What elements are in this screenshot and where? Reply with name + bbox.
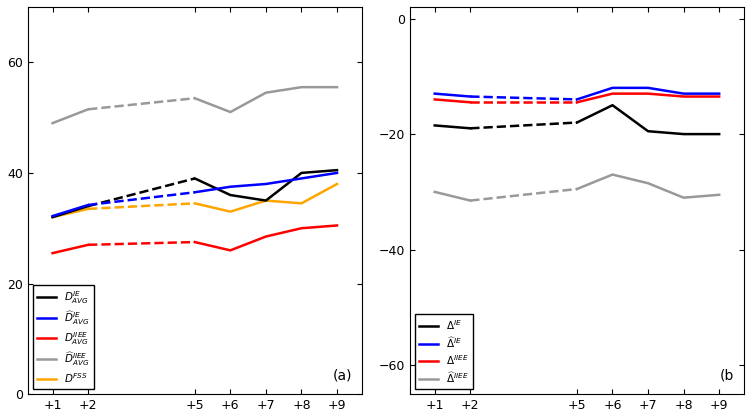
$\widehat{\Delta}^{IIEE}$: [644, 181, 653, 186]
$\widehat{D}_{AVG}^{IIEE}$: [190, 96, 199, 101]
$D_{AVG}^{IIEE}$: [190, 240, 199, 245]
$\widehat{D}_{AVG}^{IE}$: [190, 190, 199, 195]
$\Delta^{IIEE}$: [608, 91, 617, 96]
$D_{AVG}^{IIEE}$: [333, 223, 342, 228]
$\widehat{D}_{AVG}^{IE}$: [261, 181, 270, 186]
$D^{FSS}$: [190, 201, 199, 206]
$\Delta^{IE}$: [715, 132, 724, 137]
Line: $\widehat{\Delta}^{IIEE}$: $\widehat{\Delta}^{IIEE}$: [577, 175, 719, 198]
$D^{FSS}$: [261, 198, 270, 203]
$D_{AVG}^{IE}$: [333, 168, 342, 173]
$D_{AVG}^{IE}$: [297, 171, 306, 176]
Line: $\widehat{D}_{AVG}^{IIEE}$: $\widehat{D}_{AVG}^{IIEE}$: [195, 87, 337, 112]
$D^{FSS}$: [226, 209, 235, 214]
Line: $\widehat{D}_{AVG}^{IE}$: $\widehat{D}_{AVG}^{IE}$: [195, 173, 337, 192]
$D^{FSS}$: [333, 181, 342, 186]
$D_{AVG}^{IE}$: [261, 198, 270, 203]
$\Delta^{IIEE}$: [572, 100, 581, 105]
$\widehat{\Delta}^{IE}$: [572, 97, 581, 102]
$\Delta^{IIEE}$: [679, 94, 688, 99]
Line: $D_{AVG}^{IE}$: $D_{AVG}^{IE}$: [195, 170, 337, 201]
$\widehat{\Delta}^{IIEE}$: [572, 186, 581, 191]
$\Delta^{IIEE}$: [715, 94, 724, 99]
Line: $D_{AVG}^{IIEE}$: $D_{AVG}^{IIEE}$: [195, 225, 337, 251]
Line: $\Delta^{IE}$: $\Delta^{IE}$: [577, 105, 719, 134]
$\Delta^{IE}$: [644, 129, 653, 134]
$\widehat{\Delta}^{IE}$: [715, 91, 724, 96]
$D_{AVG}^{IIEE}$: [226, 248, 235, 253]
$\widehat{D}_{AVG}^{IIEE}$: [261, 90, 270, 95]
$\widehat{D}_{AVG}^{IIEE}$: [297, 85, 306, 90]
$\widehat{\Delta}^{IE}$: [644, 85, 653, 91]
$\widehat{D}_{AVG}^{IIEE}$: [226, 109, 235, 114]
$\widehat{D}_{AVG}^{IE}$: [226, 184, 235, 189]
$\Delta^{IE}$: [679, 132, 688, 137]
$\widehat{\Delta}^{IIEE}$: [679, 195, 688, 200]
$\Delta^{IE}$: [608, 103, 617, 108]
$\widehat{\Delta}^{IE}$: [679, 91, 688, 96]
$\Delta^{IIEE}$: [644, 91, 653, 96]
$\widehat{\Delta}^{IIEE}$: [608, 172, 617, 177]
$D_{AVG}^{IE}$: [226, 192, 235, 197]
$D_{AVG}^{IE}$: [190, 176, 199, 181]
Text: (a): (a): [333, 369, 352, 383]
$\widehat{\Delta}^{IIEE}$: [715, 192, 724, 197]
Line: $D^{FSS}$: $D^{FSS}$: [195, 184, 337, 212]
$D_{AVG}^{IIEE}$: [261, 234, 270, 239]
$\widehat{D}_{AVG}^{IE}$: [333, 171, 342, 176]
$\widehat{\Delta}^{IE}$: [608, 85, 617, 91]
Text: (b: (b: [719, 369, 734, 383]
$D_{AVG}^{IIEE}$: [297, 226, 306, 231]
Legend: $D_{AVG}^{IE}$, $\widehat{D}_{AVG}^{IE}$, $D_{AVG}^{IIEE}$, $\widehat{D}_{AVG}^{: $D_{AVG}^{IE}$, $\widehat{D}_{AVG}^{IE}$…: [33, 285, 94, 389]
$D^{FSS}$: [297, 201, 306, 206]
$\widehat{D}_{AVG}^{IE}$: [297, 176, 306, 181]
$\Delta^{IE}$: [572, 120, 581, 125]
Line: $\Delta^{IIEE}$: $\Delta^{IIEE}$: [577, 93, 719, 102]
Legend: $\Delta^{IE}$, $\widehat{\Delta}^{IE}$, $\Delta^{IIEE}$, $\widehat{\Delta}^{IIEE: $\Delta^{IE}$, $\widehat{\Delta}^{IE}$, …: [415, 314, 473, 389]
$\widehat{D}_{AVG}^{IIEE}$: [333, 85, 342, 90]
Line: $\widehat{\Delta}^{IE}$: $\widehat{\Delta}^{IE}$: [577, 88, 719, 99]
